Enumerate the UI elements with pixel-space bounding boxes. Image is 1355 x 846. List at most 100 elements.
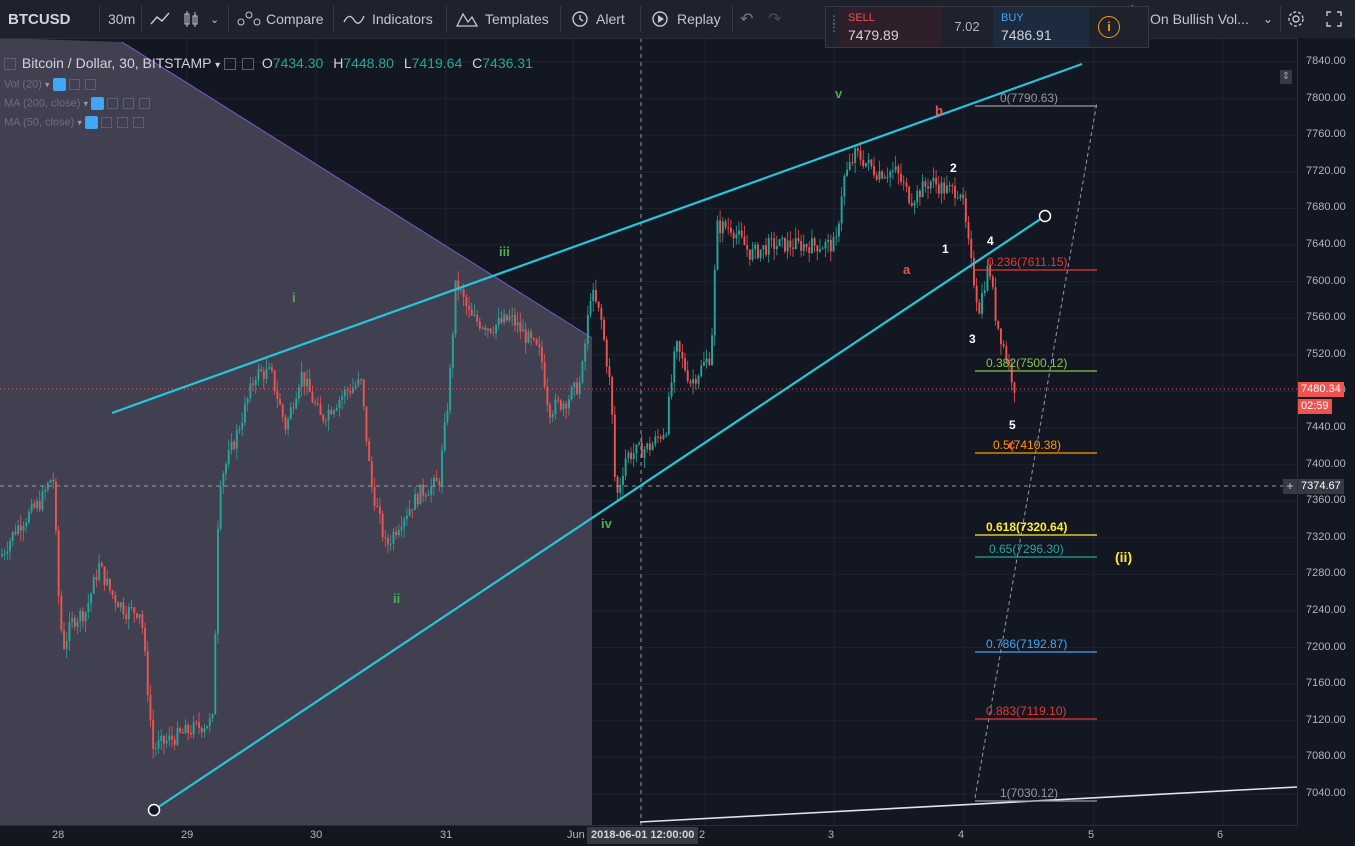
undo-icon[interactable]: ↶ — [740, 11, 754, 28]
fullscreen-icon[interactable] — [1325, 0, 1343, 38]
spread-value: 7.02 — [954, 19, 980, 34]
candle-body — [1002, 344, 1005, 347]
interval-button[interactable]: 30m — [108, 11, 136, 27]
indicator-vol[interactable]: Vol (20) ▾ — [4, 78, 98, 91]
fib-level-label: 0.883(7119.10) — [986, 704, 1067, 718]
candle-body — [384, 537, 387, 539]
candle-body — [924, 181, 927, 187]
compare-button[interactable]: Compare — [236, 0, 324, 38]
candle-body — [559, 400, 562, 410]
candle-body — [389, 543, 392, 545]
candle-body — [38, 500, 41, 510]
candle-body — [144, 628, 146, 652]
eye-icon[interactable] — [52, 78, 66, 91]
chevron-down-icon[interactable]: ⌄ — [210, 13, 220, 26]
candle-body — [503, 314, 506, 323]
candle-body — [578, 382, 581, 395]
fib-retracement-drawing[interactable] — [975, 105, 1097, 802]
replay-button[interactable]: Replay — [649, 0, 721, 38]
triangle-edge-line[interactable] — [121, 41, 593, 339]
bottom-trend-line[interactable] — [639, 786, 1298, 823]
eye-icon[interactable] — [91, 97, 105, 110]
wedge-anchor-handle[interactable] — [1038, 209, 1052, 223]
chevron-down-icon[interactable]: ▾ — [215, 60, 221, 71]
candle-body — [190, 733, 192, 735]
candle-body — [986, 265, 989, 291]
candle-body — [46, 482, 49, 490]
fib-trend-dashed-line[interactable] — [974, 101, 1098, 799]
shaded-triangle-drawing[interactable] — [0, 38, 592, 825]
settings-icon[interactable] — [224, 58, 237, 71]
chevron-down-icon[interactable]: ▾ — [44, 79, 50, 90]
alert-name-dropdown[interactable]: On Bullish Vol... ⌄ — [1150, 0, 1273, 38]
indicator-ma50[interactable]: MA (50, close) ▾ — [4, 116, 146, 129]
settings-icon[interactable] — [107, 98, 119, 109]
indicator-ma200[interactable]: MA (200, close) ▾ — [4, 97, 152, 110]
candle-body — [119, 602, 122, 608]
price-tick-label: 7240.00 — [1306, 604, 1346, 616]
symbol-search-button[interactable]: BTCUSD — [8, 10, 71, 28]
time-axis[interactable]: 28 29 30 31 Jun 2 3 4 5 6 2018-06-01 12:00:00 — [0, 825, 1297, 846]
indicators-button[interactable]: Indicators — [342, 0, 433, 38]
candle-body — [727, 227, 730, 229]
candle-body — [854, 148, 857, 163]
wedge-upper-line[interactable] — [111, 62, 1083, 415]
add-order-icon[interactable]: + — [1283, 479, 1297, 494]
settings-icon[interactable] — [101, 117, 113, 128]
close-icon[interactable] — [84, 79, 96, 90]
candle-body — [654, 436, 657, 445]
candle-body — [846, 169, 848, 176]
candle-body — [68, 622, 71, 641]
main-series-legend[interactable]: Bitcoin / Dollar, 30, BITSTAMP ▾ O7434.3… — [4, 55, 533, 71]
close-icon[interactable] — [139, 98, 151, 109]
candle-body — [554, 399, 557, 414]
candle-body — [478, 321, 481, 329]
wedge-anchor-handle[interactable] — [147, 803, 161, 817]
candle-body — [349, 391, 352, 393]
candle-body — [322, 414, 325, 421]
candle-body — [781, 237, 784, 240]
price-axis[interactable]: 7840.00 7800.00 7760.00 7720.00 7680.00 7640.… — [1280, 38, 1355, 825]
alert-label: Alert — [596, 11, 625, 27]
more-icon[interactable] — [123, 98, 135, 109]
candle-body — [325, 420, 327, 422]
candle-body — [751, 248, 754, 260]
candles-chart-icon[interactable] — [182, 0, 200, 38]
drag-handle-icon[interactable]: ⋮ ⋮ — [828, 13, 840, 34]
scroll-to-latest-icon[interactable]: ⇕ — [1280, 70, 1292, 84]
buy-button[interactable]: BUY 7486.91 — [993, 7, 1089, 47]
info-icon[interactable]: i — [1098, 16, 1120, 38]
candle-body — [249, 383, 252, 399]
candle-body — [476, 315, 479, 322]
candle-body — [662, 435, 665, 439]
candle-body — [25, 522, 28, 527]
candle-body — [937, 184, 940, 194]
candle-body — [141, 614, 144, 629]
close-icon[interactable] — [133, 117, 145, 128]
line-chart-icon[interactable] — [149, 0, 171, 38]
candle-body — [754, 244, 757, 249]
eye-icon[interactable] — [84, 116, 98, 129]
candle-body — [71, 618, 74, 623]
candle-body — [414, 494, 416, 510]
more-icon[interactable] — [117, 117, 129, 128]
alert-button[interactable]: Alert — [569, 0, 625, 38]
candle-body — [632, 453, 635, 459]
candle-body — [913, 202, 916, 206]
fib-level-label: 0.236(7611.15) — [987, 255, 1068, 269]
sell-button[interactable]: SELL 7479.89 — [839, 7, 941, 47]
candle-body — [551, 413, 554, 418]
templates-button[interactable]: Templates — [455, 0, 549, 38]
toolbar-divider — [446, 6, 447, 32]
candle-body — [41, 491, 44, 510]
wedge-lower-line[interactable] — [153, 215, 1046, 811]
collapse-icon[interactable] — [4, 58, 16, 71]
redo-icon[interactable]: ↷ — [768, 11, 782, 28]
chevron-down-icon[interactable]: ▾ — [83, 98, 89, 109]
gear-icon[interactable] — [1286, 0, 1306, 38]
settings-icon[interactable] — [68, 79, 80, 90]
chevron-down-icon[interactable]: ▾ — [77, 117, 82, 128]
more-icon[interactable] — [241, 58, 254, 71]
candle-body — [460, 289, 462, 291]
